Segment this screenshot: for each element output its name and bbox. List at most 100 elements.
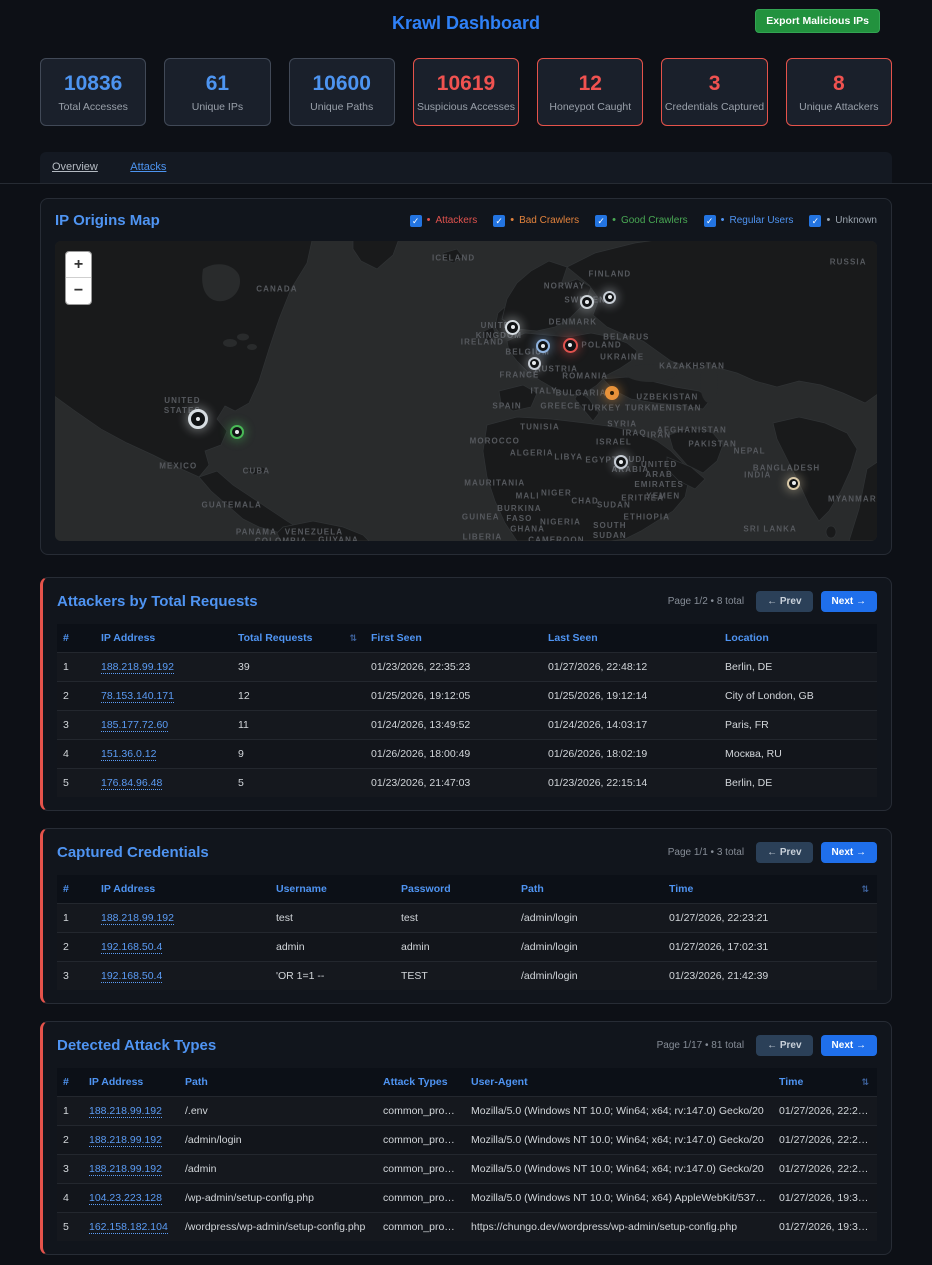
column-header-total-requests[interactable]: Total Requests ⇅ [232,624,365,653]
column-header-: # [57,624,95,653]
table-cell: 188.218.99.192 [83,1154,179,1184]
map-marker-unknown-india[interactable] [787,476,801,490]
attackers-table: # IP Address Total Requests ⇅ First Seen Last… [57,624,877,797]
sort-icon[interactable]: ⇅ [861,884,869,894]
table-row: 5 162.158.182.104/wordpress/wp-admin/setu… [57,1212,877,1241]
ip-link[interactable]: 104.23.223.128 [89,1192,162,1205]
table-cell: 4 [57,1183,83,1213]
legend-checkbox-bad-crawlers[interactable] [493,214,506,227]
column-header-attack-types: Attack Types [377,1068,465,1097]
legend-checkbox-unknown[interactable] [809,214,822,227]
legend-item-bad-crawlers: • Bad Crawlers [493,214,579,227]
map-marker-regular-user-us[interactable] [188,408,209,429]
next-page-button[interactable]: Next → [820,842,877,863]
column-header-label: # [63,883,69,895]
table-cell: 5 [57,768,95,797]
legend-checkbox-attackers[interactable] [409,214,422,227]
table-cell: 4 [57,739,95,769]
captured-credentials-card: Captured Credentials Page 1/1 • 3 total … [40,828,892,1004]
legend-checkbox-regular-users[interactable] [703,214,716,227]
map-marker-regular-user-sweden[interactable] [579,294,594,309]
prev-page-button[interactable]: ← Prev [756,842,813,863]
table-cell: 192.168.50.4 [95,961,270,990]
table-cell: 3 [57,1154,83,1184]
table-cell: /.env [179,1096,377,1126]
table-cell: 01/25/2026, 19:12:14 [542,681,719,711]
table-cell: 2 [57,932,95,962]
column-header-password: Password [395,875,515,904]
column-header-: # [57,875,95,904]
table-cell: Mozilla/5.0 (Windows NT 10.0; Win64; x64… [465,1183,773,1213]
ip-link[interactable]: 188.218.99.192 [101,912,174,925]
table-cell: Mozilla/5.0 (Windows NT 10.0; Win64; x64… [465,1154,773,1184]
table-cell: 01/27/2026, 22:23:21 [663,903,877,933]
map-marker-unknown-france[interactable] [527,356,541,370]
ip-link[interactable]: 78.153.140.171 [101,690,174,703]
next-page-button[interactable]: Next → [820,591,877,612]
ip-link[interactable]: 188.218.99.192 [89,1163,162,1176]
map-marker-attacker-germany[interactable] [562,337,578,353]
column-header-label: # [63,632,69,644]
ip-link[interactable]: 192.168.50.4 [101,970,163,983]
prev-page-button[interactable]: ← Prev [756,591,813,612]
table-cell: common_probes [377,1183,465,1213]
table-cell: City of London, GB [719,681,877,711]
ip-link[interactable]: 192.168.50.4 [101,941,163,954]
legend-checkbox-good-crawlers[interactable] [595,214,608,227]
map-zoom-in-button[interactable]: + [66,252,91,278]
stat-value: 10600 [312,71,371,95]
map-zoom-out-button[interactable]: − [66,278,91,304]
map-marker-bad-crawler-bulgaria[interactable] [605,386,620,401]
map-marker-unknown-uk[interactable] [505,319,521,335]
ip-link[interactable]: 162.158.182.104 [89,1221,168,1234]
map-marker-regular-user-netherlands[interactable] [536,339,551,353]
stat-card-unique-attackers: 8 Unique Attackers [785,58,892,126]
table-cell: /wp-admin/setup-config.php [179,1183,377,1213]
ip-link[interactable]: 151.36.0.12 [101,748,157,761]
stat-value: 10836 [63,71,123,95]
table-cell: 01/24/2026, 14:03:17 [542,710,719,740]
column-header-time[interactable]: Time ⇅ [663,875,877,904]
table-cell: 104.23.223.128 [83,1183,179,1213]
prev-page-button[interactable]: ← Prev [756,1035,813,1056]
ip-link[interactable]: 185.177.72.60 [101,719,169,732]
table-cell: 01/27/2026, 22:48:12 [542,652,719,682]
map-marker-good-crawler-us[interactable] [229,425,244,440]
table-cell: Paris, FR [719,710,877,740]
column-header-time[interactable]: Time ⇅ [773,1068,877,1097]
ip-link[interactable]: 188.218.99.192 [89,1134,162,1147]
next-page-button[interactable]: Next → [820,1035,877,1056]
table-cell: 3 [57,710,95,740]
map-zoom-control: + − [65,251,92,305]
column-header-label: IP Address [89,1076,144,1088]
sort-icon[interactable]: ⇅ [349,633,357,643]
page-info: Page 1/2 • 8 total [667,596,745,607]
ip-link[interactable]: 176.84.96.48 [101,777,163,790]
map-marker-unknown-baltic[interactable] [603,290,617,304]
table-cell: TEST [395,961,515,990]
table-cell: Mozilla/5.0 (Windows NT 10.0; Win64; x64… [465,1125,773,1155]
export-malicious-ips-button[interactable]: Export Malicious IPs [755,9,880,33]
table-cell: common_probes [377,1154,465,1184]
table-cell: 1 [57,903,95,933]
map-marker-unknown-egypt[interactable] [614,455,629,470]
table-row: 1 188.218.99.192 39 01/23/2026, 22:35:23 01/… [57,652,877,682]
tab-overview[interactable]: Overview [52,161,98,173]
table-cell: 01/23/2026, 21:42:39 [663,961,877,990]
tab-attacks[interactable]: Attacks [130,161,167,173]
pagination: Page 1/2 • 8 total ← Prev Next → [668,591,877,612]
legend-label: Attackers [435,215,478,226]
ip-link[interactable]: 188.218.99.192 [89,1105,162,1118]
world-map[interactable]: CANADA ICELAND RUSSIA UNITED STATES MEXICO CU… [55,241,877,541]
column-header-label: Last Seen [548,632,598,644]
attacks-table: # IP Address Path Attack Types User-Agent Tim… [57,1068,877,1241]
sort-icon[interactable]: ⇅ [861,1077,869,1087]
column-header-label: Total Requests [238,632,313,644]
legend-dot-icon: • [510,214,515,226]
table-row: 1 188.218.99.192 test test/admin/login 01/27… [57,903,877,933]
table-cell: 01/27/2026, 22:22:54 [773,1154,877,1184]
legend-item-good-crawlers: • Good Crawlers [595,214,688,227]
stat-label: Honeypot Caught [549,100,632,113]
ip-link[interactable]: 188.218.99.192 [101,661,174,674]
